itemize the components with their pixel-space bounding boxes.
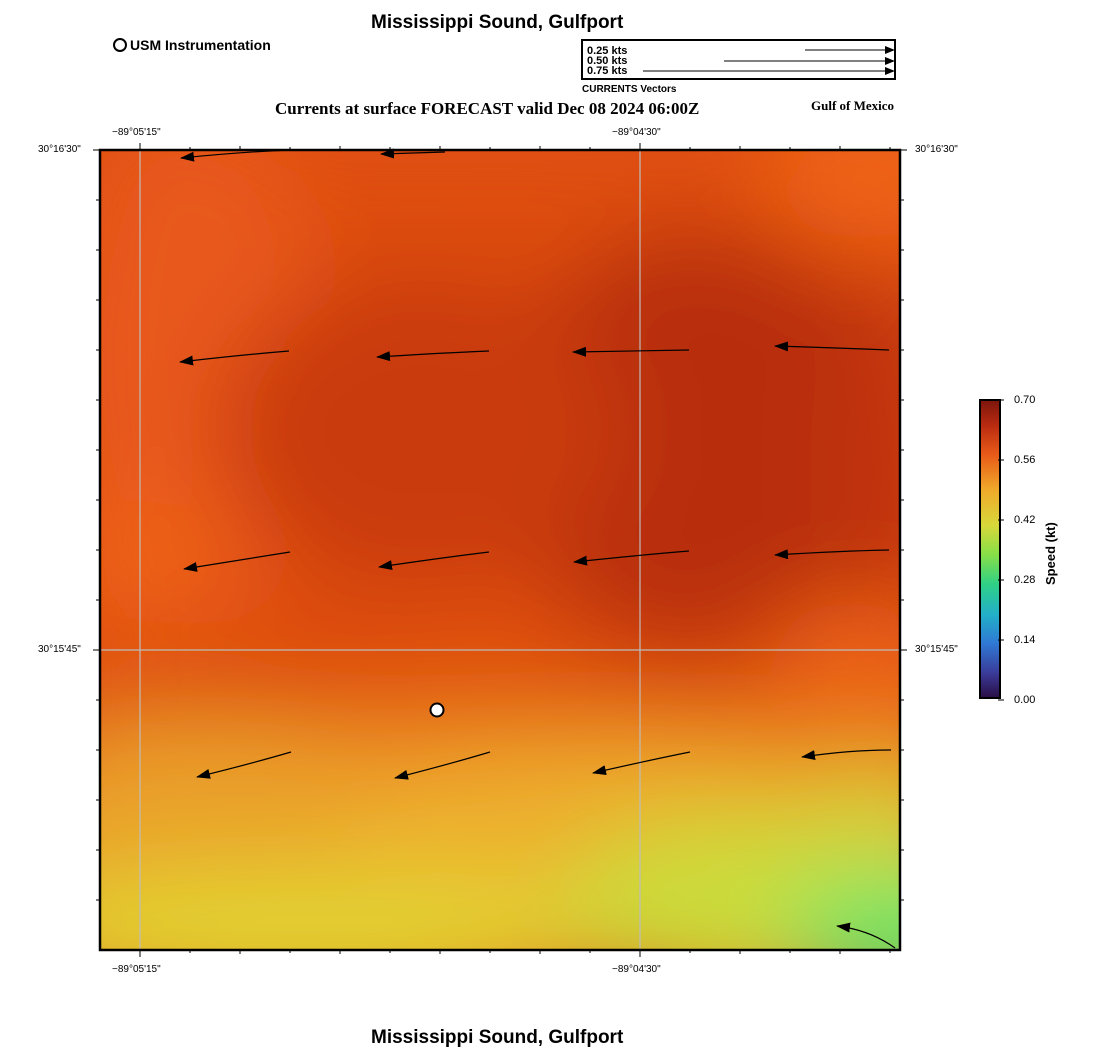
current-vector xyxy=(378,551,490,571)
station-circle-icon xyxy=(113,38,127,52)
colorbar-tick-label: 0.42 xyxy=(1014,514,1036,526)
footer-title: Mississippi Sound, Gulfport xyxy=(371,1027,624,1048)
colorbar-tick-label: 0.14 xyxy=(1014,634,1036,646)
vector-legend-row: 0.75 kts xyxy=(587,65,628,77)
lat-tick-label-left: 30°16'30" xyxy=(38,144,81,155)
current-vector xyxy=(572,346,690,357)
current-vector xyxy=(380,148,446,159)
current-vector xyxy=(394,751,491,780)
page-title: Mississippi Sound, Gulfport xyxy=(371,12,624,33)
station-legend: USM Instrumentation xyxy=(113,37,271,53)
current-vector xyxy=(376,350,490,362)
vector-legend-row: 0.50 kts xyxy=(587,55,628,67)
colorbar-tick-label: 0.70 xyxy=(1014,394,1036,406)
lat-tick-label-right: 30°16'30" xyxy=(915,144,958,155)
current-vector xyxy=(836,922,896,949)
current-vector xyxy=(196,751,292,779)
current-vector xyxy=(592,751,691,775)
current-vector xyxy=(573,550,690,566)
vector-legend-arrows xyxy=(643,46,894,75)
speed-field xyxy=(100,150,900,950)
colorbar-ticks xyxy=(998,399,1004,701)
colorbar-tick-label: 0.28 xyxy=(1014,574,1036,586)
current-vector xyxy=(179,350,290,366)
colorbar-tick-label: 0.00 xyxy=(1014,694,1036,706)
lon-tick-label-bottom: −89°05'15" xyxy=(112,964,161,975)
lon-tick-label-top: −89°05'15" xyxy=(112,127,161,138)
lon-tick-label-top: −89°04'30" xyxy=(612,127,661,138)
current-vector xyxy=(774,341,890,352)
map-subtitle: Currents at surface FORECAST valid Dec 0… xyxy=(275,99,700,118)
current-vector xyxy=(183,551,291,572)
colorbar-title: Speed (kt) xyxy=(1043,522,1058,585)
graticule xyxy=(100,150,900,950)
lat-tick-label-left: 30°15'45" xyxy=(38,644,81,655)
current-vector xyxy=(180,149,291,162)
current-vector xyxy=(801,749,892,761)
vector-legend-row: 0.25 kts xyxy=(587,45,628,57)
vector-legend: 0.25 kts 0.50 kts 0.75 kts xyxy=(581,39,896,80)
station-legend-label: USM Instrumentation xyxy=(130,37,271,53)
vector-legend-caption: CURRENTS Vectors xyxy=(582,84,677,95)
speed-colorbar xyxy=(979,399,1001,699)
current-vector xyxy=(774,549,890,560)
region-label: Gulf of Mexico xyxy=(811,98,895,113)
frame-ticks xyxy=(93,143,907,957)
colorbar-tick-label: 0.56 xyxy=(1014,454,1036,466)
usm-station-marker xyxy=(429,702,445,718)
lat-tick-label-right: 30°15'45" xyxy=(915,644,958,655)
lon-tick-label-bottom: −89°04'30" xyxy=(612,964,661,975)
current-vectors xyxy=(179,148,896,949)
